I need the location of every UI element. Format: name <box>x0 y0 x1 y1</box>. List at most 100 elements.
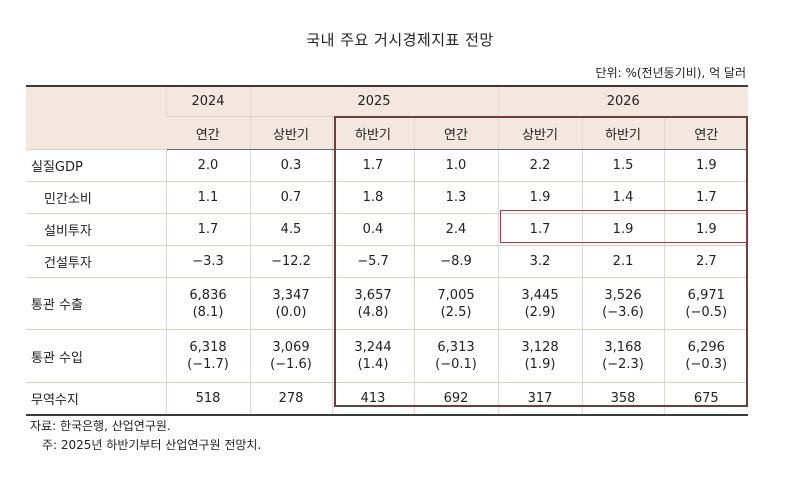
footnote: 주: 2025년 하반기부터 산업연구원 전망치. <box>42 438 262 452</box>
row-label: 무역수지 <box>26 382 166 416</box>
header-period: 연간 <box>166 116 250 150</box>
row-label: 건설투자 <box>26 245 166 278</box>
table-cell: 1.1 <box>165 181 250 214</box>
table-cell: 1.8 <box>331 181 414 214</box>
cell-change: (2.5) <box>440 304 472 320</box>
table-cell: 6,296 (−0.3) <box>663 329 749 383</box>
cell-value: 6,971 <box>687 287 725 303</box>
table-cell: 3,128 (1.9) <box>497 329 583 383</box>
table-cell: 1.7 <box>165 213 250 246</box>
cell-change: (1.4) <box>357 357 389 372</box>
header-year-2024: 2024 <box>165 85 250 117</box>
table-cell: 3.2 <box>497 245 583 278</box>
table-cell: 1.3 <box>413 181 499 214</box>
row-label: 민간소비 <box>26 181 166 214</box>
table-cell: 1.4 <box>581 181 665 214</box>
table-cell: 1.9 <box>497 181 583 214</box>
header-year-row: 2024 2025 2026 <box>26 85 749 150</box>
cell-change: (0.0) <box>275 304 307 320</box>
table-cell: 1.7 <box>497 213 583 246</box>
cell-value: 3,244 <box>354 340 392 355</box>
cell-change: (−0.5) <box>685 304 728 320</box>
table-row-equipment: 설비투자 1.7 4.5 0.4 2.4 1.7 1.9 1.9 <box>26 213 749 246</box>
table-cell: 2.4 <box>413 213 499 246</box>
table-cell: 358 <box>581 382 665 416</box>
table-cell: 3,168 (−2.3) <box>581 329 665 383</box>
table-cell: 1.9 <box>663 213 749 246</box>
table-cell: 7,005 (2.5) <box>413 277 499 330</box>
table-cell: 3,526 (−3.6) <box>581 277 665 330</box>
cell-change: (−0.1) <box>435 357 477 372</box>
table-cell: 317 <box>497 382 583 416</box>
header-period: 연간 <box>663 116 749 150</box>
table-cell: 1.9 <box>581 213 665 246</box>
table-cell: 2.0 <box>165 149 250 182</box>
source-note: 자료: 한국은행, 산업연구원. <box>30 419 171 433</box>
table-row-trade-balance: 무역수지 518 278 413 692 317 358 675 <box>26 382 749 416</box>
table-cell: 0.3 <box>249 149 332 182</box>
header-year-2025: 2025 <box>249 85 499 117</box>
header-period: 하반기 <box>581 116 665 150</box>
header-period: 연간 <box>413 116 499 150</box>
cell-value: 7,005 <box>437 287 475 303</box>
cell-change: (−0.3) <box>685 357 728 372</box>
table-cell: 2.1 <box>581 245 665 278</box>
cell-value: 6,836 <box>189 287 227 303</box>
table-cell: 6,318 (−1.7) <box>165 329 250 383</box>
cell-change: (−3.6) <box>602 304 644 320</box>
cell-change: (8.1) <box>192 304 224 320</box>
table-cell: 675 <box>663 382 749 416</box>
table-cell: 413 <box>331 382 414 416</box>
cell-change: (−1.7) <box>187 357 229 372</box>
table-cell: 692 <box>413 382 499 416</box>
table-row-gdp: 실질GDP 2.0 0.3 1.7 1.0 2.2 1.5 1.9 <box>26 149 749 182</box>
cell-value: 6,318 <box>189 340 227 355</box>
header-period: 상반기 <box>249 116 332 150</box>
row-label: 실질GDP <box>26 149 166 182</box>
table-cell: 1.0 <box>413 149 499 182</box>
table-row-construction: 건설투자 −3.3 −12.2 −5.7 −8.9 3.2 2.1 2.7 <box>26 245 749 278</box>
header-period: 상반기 <box>497 116 583 150</box>
cell-value: 3,347 <box>272 287 310 303</box>
table-cell: 3,445 (2.9) <box>497 277 583 330</box>
row-label: 통관 수입 <box>26 329 166 383</box>
row-label: 통관 수출 <box>26 277 166 330</box>
indicator-table: 2024 2025 2026 연간 상반기 하반기 연간 상반기 하반기 연간 … <box>26 85 749 416</box>
table-row-consumption: 민간소비 1.1 0.7 1.8 1.3 1.9 1.4 1.7 <box>26 181 749 214</box>
table-cell: 6,836 (8.1) <box>165 277 250 330</box>
table-cell: 4.5 <box>249 213 332 246</box>
header-period-row: 연간 상반기 하반기 연간 상반기 하반기 연간 <box>26 116 749 150</box>
table-cell: −8.9 <box>413 245 499 278</box>
table-cell: 1.7 <box>663 181 749 214</box>
table-cell: 518 <box>165 382 250 416</box>
cell-change: (4.8) <box>357 304 389 320</box>
cell-change: (−1.6) <box>270 357 312 372</box>
cell-change: (−2.3) <box>602 357 644 372</box>
unit-note: 단위: %(전년동기비), 억 달러 <box>595 66 746 80</box>
cell-value: 6,296 <box>687 340 725 355</box>
table-cell: 6,313 (−0.1) <box>413 329 499 383</box>
cell-value: 6,313 <box>437 340 475 355</box>
header-corner <box>26 85 166 150</box>
table-cell: −3.3 <box>165 245 250 278</box>
cell-value: 3,526 <box>604 287 642 303</box>
table-cell: 0.4 <box>331 213 414 246</box>
header-year-2026: 2026 <box>497 85 749 117</box>
table-cell: 1.5 <box>581 149 665 182</box>
cell-value: 3,069 <box>272 340 310 355</box>
cell-value: 3,128 <box>521 340 559 355</box>
table-cell: 3,657 (4.8) <box>331 277 414 330</box>
table-cell: −12.2 <box>249 245 332 278</box>
table-cell: 3,244 (1.4) <box>331 329 414 383</box>
table-cell: 6,971 (−0.5) <box>663 277 749 330</box>
header-period: 하반기 <box>331 116 414 150</box>
cell-value: 3,657 <box>354 287 392 303</box>
table-row-exports: 통관 수출 6,836 (8.1) 3,347 (0.0) 3,657 (4.8) 7… <box>26 277 749 330</box>
table-row-imports: 통관 수입 6,318 (−1.7) 3,069 (−1.6) 3,244 (1.4)… <box>26 329 749 383</box>
table-cell: 1.9 <box>663 149 749 182</box>
table-cell: 3,347 (0.0) <box>249 277 332 330</box>
cell-value: 3,168 <box>604 340 642 355</box>
page-title: 국내 주요 거시경제지표 전망 <box>306 31 494 49</box>
table-cell: 0.7 <box>249 181 332 214</box>
cell-change: (1.9) <box>524 357 556 372</box>
